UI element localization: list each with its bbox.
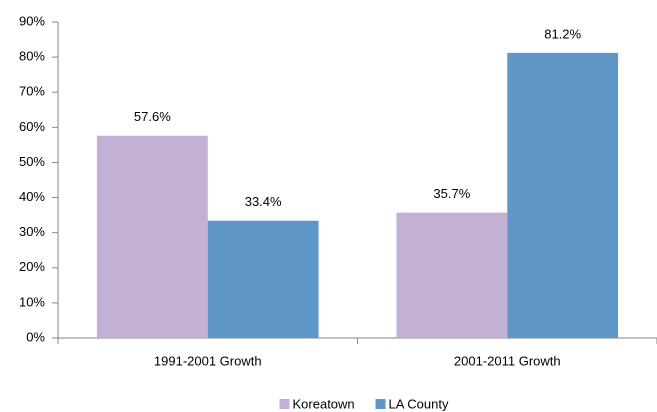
y-tick-label: 0% (26, 329, 45, 344)
legend-swatch (279, 399, 290, 409)
y-tick-label: 40% (19, 189, 45, 204)
y-tick-label: 80% (19, 49, 45, 64)
y-tick-label: 90% (19, 13, 45, 28)
y-tick-label: 10% (19, 294, 45, 309)
bar (96, 135, 208, 338)
y-tick-label: 60% (19, 119, 45, 134)
legend-label: LA County (389, 396, 449, 411)
data-label: 35.7% (433, 186, 470, 201)
legend-label: Koreatown (293, 396, 355, 411)
x-tick-label: 1991-2001 Growth (154, 353, 262, 368)
legend-swatch (375, 399, 386, 409)
y-tick-label: 20% (19, 259, 45, 274)
bar (207, 220, 319, 338)
y-tick-label: 70% (19, 84, 45, 99)
x-tick-label: 2001-2011 Growth (454, 353, 561, 368)
data-label: 81.2% (544, 26, 581, 41)
y-tick-label: 30% (19, 224, 45, 239)
data-label: 57.6% (134, 109, 171, 124)
bar (507, 52, 619, 339)
y-tick-label: 50% (19, 154, 45, 169)
bar (396, 212, 508, 338)
data-label: 33.4% (245, 194, 282, 209)
